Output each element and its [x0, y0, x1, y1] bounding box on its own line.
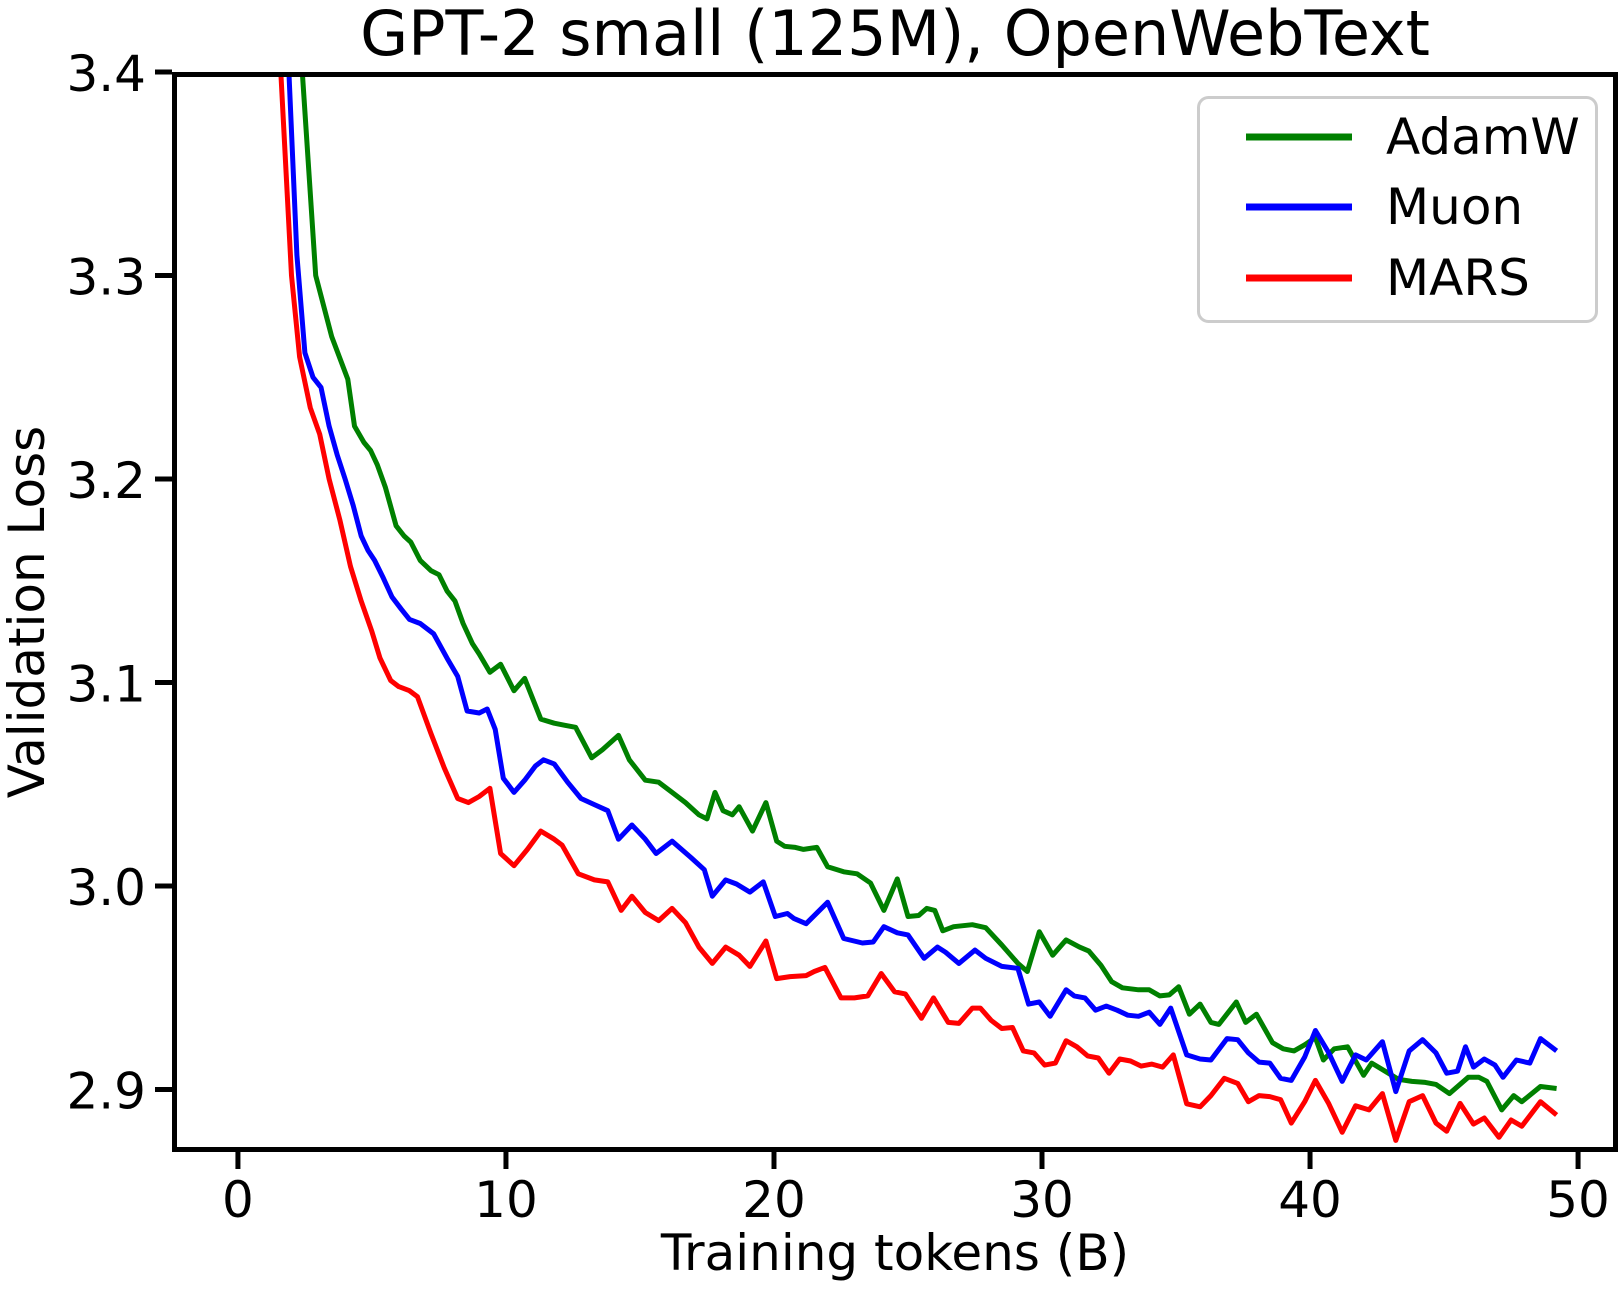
- y-tick-label: 3.4: [66, 45, 146, 103]
- y-tick-label: 2.9: [66, 1063, 146, 1121]
- plot-area: [278, 72, 1559, 1143]
- legend-box: [1197, 96, 1598, 323]
- plot-spines: [172, 72, 1618, 1152]
- x-axis-label: Training tokens (B): [660, 1224, 1129, 1282]
- y-tick-label: 3.1: [66, 656, 146, 714]
- x-tick-label: 30: [1010, 1171, 1074, 1229]
- y-tick-label: 3.2: [66, 452, 146, 510]
- series-muon: [286, 72, 1559, 1095]
- x-tick-label: 50: [1546, 1171, 1610, 1229]
- x-tick-label: 10: [474, 1171, 538, 1229]
- legend-label-mars: MARS: [1386, 249, 1530, 307]
- legend: AdamW Muon MARS: [1197, 96, 1598, 323]
- y-tick-label: 3.0: [66, 859, 146, 917]
- x-tick-label: 20: [742, 1171, 806, 1229]
- x-tick-label: 40: [1278, 1171, 1342, 1229]
- legend-label-muon: Muon: [1386, 178, 1523, 236]
- axes: 0 10 20 30 40 50 2.9 3.0 3.1 3.2 3.3 3.4: [66, 45, 1618, 1229]
- series-mars: [278, 72, 1559, 1143]
- y-axis-label: Validation Loss: [0, 426, 56, 798]
- legend-label-adamw: AdamW: [1386, 108, 1580, 166]
- y-tick-label: 3.3: [66, 249, 146, 307]
- chart-title: GPT-2 small (125M), OpenWebText: [360, 0, 1430, 70]
- x-tick-label: 0: [222, 1171, 254, 1229]
- series-adamw: [299, 72, 1557, 1113]
